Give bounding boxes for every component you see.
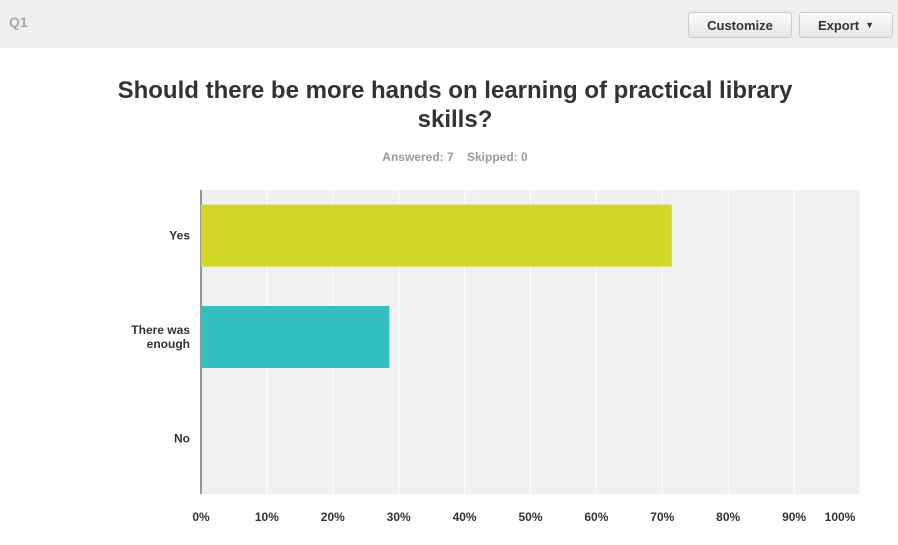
export-button-label: Export <box>817 17 860 33</box>
x-tick-label: 50% <box>518 510 542 524</box>
bar <box>201 306 390 368</box>
y-category-label: Yes <box>169 229 190 243</box>
chart-title: Should there be more hands on learning o… <box>117 77 793 133</box>
export-dropdown-button[interactable]: Export ▼ <box>799 12 893 38</box>
question-number-label: Q1 <box>9 14 28 30</box>
y-category-label: enough <box>147 337 190 351</box>
customize-button-label: Customize <box>707 17 773 33</box>
x-tick-label: 90% <box>782 510 806 524</box>
x-tick-label: 70% <box>650 510 674 524</box>
question-header-bar: Q1 Customize Export ▼ <box>0 0 898 48</box>
x-tick-label: 100% <box>825 510 856 524</box>
skipped-count: Skipped: 0 <box>467 150 528 164</box>
x-tick-label: 30% <box>387 510 411 524</box>
response-summary: Answered: 7 Skipped: 0 <box>100 150 810 164</box>
x-tick-label: 0% <box>192 510 210 524</box>
x-tick-label: 40% <box>453 510 477 524</box>
bar <box>201 204 672 267</box>
y-category-label: There was <box>131 323 190 337</box>
answered-count: Answered: 7 <box>382 150 454 164</box>
x-tick-label: 10% <box>255 510 279 524</box>
y-category-label: No <box>174 431 190 445</box>
x-tick-label: 20% <box>321 510 345 524</box>
x-tick-label: 60% <box>584 510 608 524</box>
x-tick-label: 80% <box>716 510 740 524</box>
customize-button[interactable]: Customize <box>688 12 792 38</box>
caret-down-icon: ▼ <box>865 20 875 30</box>
